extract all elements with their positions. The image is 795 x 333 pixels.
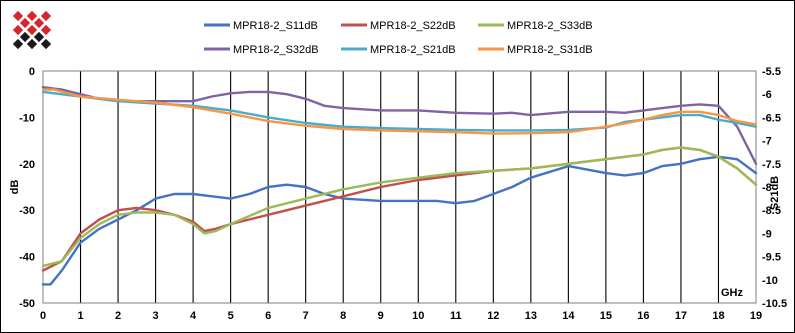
- y-tick-label: -30: [19, 205, 35, 217]
- x-tick-label: 16: [637, 310, 649, 322]
- x-tick-label: 18: [712, 310, 724, 322]
- y-tick-label: 0: [29, 66, 35, 78]
- logo-diamond: [40, 24, 52, 36]
- x-tick-label: 9: [378, 310, 384, 322]
- x-tick-label: 11: [450, 310, 462, 322]
- logo-diamond: [12, 24, 24, 36]
- x-tick-label: 3: [153, 310, 159, 322]
- y-axis-ticks: 0 -10 -20 -30 -40 -50: [19, 66, 35, 310]
- x-axis-label: GHz: [721, 287, 744, 299]
- y2-tick-label: -10.5: [762, 298, 787, 310]
- x-tick-label: 2: [115, 310, 121, 322]
- x-tick-label: 12: [487, 310, 499, 322]
- logo-diamond: [12, 10, 24, 22]
- y2-tick-label: -5.5: [762, 66, 781, 78]
- logo-diamond: [26, 24, 38, 36]
- series-line-MPR18-2_S11dB: [41, 155, 758, 286]
- x-tick-label: 8: [340, 310, 346, 322]
- y2-tick-label: -10: [762, 275, 778, 287]
- legend-label: MPR18-2_S22dB: [370, 20, 456, 32]
- legend-label: MPR18-2_S33dB: [507, 20, 593, 32]
- y-tick-label: -20: [19, 159, 35, 171]
- x-tick-label: 13: [525, 310, 537, 322]
- x-axis-ticks: 0 1 2 3 4 5 6 7 8 9 10 11 12 13 14 15 16 17 18 19: [40, 310, 762, 322]
- y2-tick-label: -6.5: [762, 112, 781, 124]
- legend-label: MPR18-2_S31dB: [507, 44, 593, 56]
- y-tick-label: -50: [19, 298, 35, 310]
- series-line-MPR18-2_S33dB: [41, 146, 758, 268]
- legend-label: MPR18-2_S11dB: [233, 20, 318, 32]
- series-group: [41, 85, 758, 286]
- logo-diamond: [19, 17, 31, 29]
- logo-diamond: [40, 38, 52, 50]
- series-line-MPR18-2_S22dB: [41, 146, 758, 272]
- x-tick-label: 19: [750, 310, 762, 322]
- plot-area: [42, 70, 757, 304]
- y2-tick-label: -8: [762, 182, 772, 194]
- legend-label: MPR18-2_S32dB: [233, 44, 319, 56]
- legend-label: MPR18-2_S21dB: [370, 44, 456, 56]
- x-tick-label: 0: [40, 310, 46, 322]
- x-tick-label: 10: [412, 310, 424, 322]
- y2-tick-label: -6: [762, 89, 772, 101]
- company-logo: [12, 10, 52, 50]
- x-tick-label: 17: [675, 310, 687, 322]
- y-tick-label: -10: [19, 112, 35, 124]
- x-tick-label: 15: [600, 310, 612, 322]
- logo-diamond: [26, 10, 38, 22]
- y-axis-label: dB: [9, 180, 21, 195]
- legend: MPR18-2_S11dB MPR18-2_S22dB MPR18-2_S33dB M…: [204, 20, 593, 56]
- y2-tick-label: -9.5: [762, 252, 781, 264]
- y2-axis-ticks: -5.5 -6 -6.5 -7 -7.5 -8 -8.5 -9 -9.5 -10 -10.5: [762, 66, 787, 310]
- x-tick-label: 14: [562, 310, 575, 322]
- y2-tick-label: -7.5: [762, 159, 781, 171]
- y2-tick-label: -9: [762, 228, 772, 240]
- logo-diamond: [40, 10, 52, 22]
- x-tick-label: 5: [228, 310, 234, 322]
- y2-tick-label: -8.5: [762, 205, 781, 217]
- x-tick-label: 6: [265, 310, 271, 322]
- logo-diamond: [19, 31, 31, 43]
- x-tick-label: 4: [190, 310, 197, 322]
- y2-tick-label: -7: [762, 136, 772, 148]
- x-tick-label: 7: [303, 310, 309, 322]
- logo-diamond: [26, 38, 38, 50]
- x-tick-label: 1: [77, 310, 83, 322]
- logo-diamond: [12, 38, 24, 50]
- logo-diamond: [33, 31, 45, 43]
- y-tick-label: -40: [19, 252, 35, 264]
- y2-axis-label: S21dB: [769, 176, 781, 210]
- series-line-MPR18-2_S31dB: [41, 88, 758, 135]
- logo-diamond: [33, 17, 45, 29]
